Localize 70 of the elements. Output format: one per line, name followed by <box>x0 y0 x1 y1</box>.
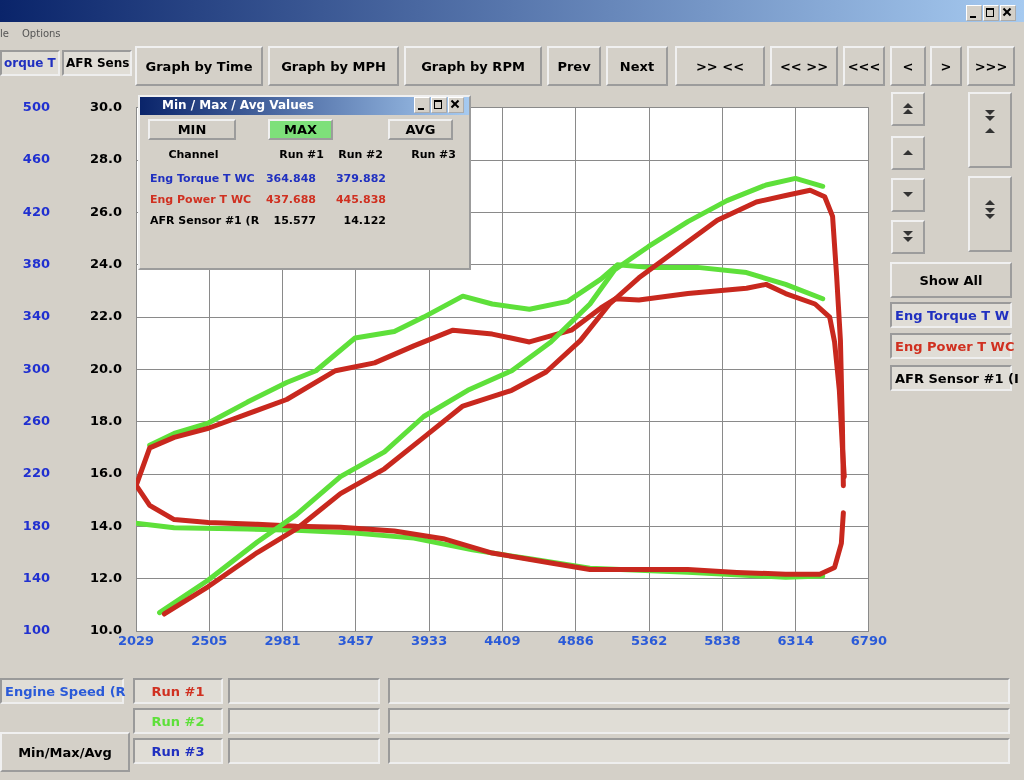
y-tick-label: 460 <box>22 151 50 167</box>
text: Run #3 <box>133 738 223 764</box>
annotation: 445.838 <box>334 191 387 207</box>
y2-tick-label: 30.0 <box>89 99 122 115</box>
y-axis-title: orque T <box>0 50 60 76</box>
text: Show All <box>890 262 1012 298</box>
text: Prev <box>547 46 601 86</box>
y-tick-label: 220 <box>22 465 50 481</box>
y-tick-label: 500 <box>22 99 50 115</box>
y2-tick-label: 18.0 <box>89 413 122 429</box>
text: Run #2 <box>133 708 223 734</box>
annotation: Run #1 <box>278 146 325 163</box>
x-tick-label: 6790 <box>850 633 887 649</box>
text: Eng Power T WC <box>890 333 1015 359</box>
text: Eng Torque T W <box>890 302 1012 328</box>
text: Next <box>606 46 668 86</box>
annotation: AFR Sensor #1 (R <box>149 212 261 228</box>
annotation: Min / Max / Avg Values <box>161 97 315 113</box>
annotation: Channel <box>167 146 220 163</box>
y-tick-label: 380 <box>22 256 50 272</box>
annotation: 379.882 <box>334 170 387 186</box>
x-tick-label: 5838 <box>704 633 741 649</box>
text: <<< <box>843 46 885 86</box>
annotation: Run #3 <box>410 146 457 163</box>
y-tick-label: 260 <box>22 413 50 429</box>
text: Min/Max/Avg <box>0 732 130 772</box>
y2-tick-label: 14.0 <box>89 517 122 533</box>
text: Options <box>22 26 62 40</box>
annotation: 14.122 <box>342 212 387 228</box>
annotation: Eng Torque T WC <box>150 171 255 185</box>
y2-tick-label: 26.0 <box>89 203 122 219</box>
y2-tick-label: 20.0 <box>89 360 122 376</box>
y2-tick-label: 22.0 <box>89 308 122 324</box>
x-tick-label: 5362 <box>630 633 668 649</box>
text: Graph by Time <box>135 46 263 86</box>
x-tick-label: 3457 <box>337 633 374 649</box>
text: >> << <box>675 46 765 86</box>
annotation: Eng Power T WC <box>150 192 252 206</box>
text: > <box>930 46 962 86</box>
text: << >> <box>770 46 838 86</box>
text: Run #1 <box>133 678 223 704</box>
x-tick-label: 4886 <box>557 633 594 649</box>
x-axis-title: Engine Speed (R <box>0 678 126 704</box>
x-tick-label: 4409 <box>484 633 521 649</box>
text: < <box>890 46 926 86</box>
y-tick-label: 140 <box>22 570 50 586</box>
y-tick-label: 340 <box>22 308 50 324</box>
x-tick-label: 6314 <box>777 633 814 649</box>
y2-tick-label: 24.0 <box>89 256 122 272</box>
y-tick-label: 100 <box>22 622 50 638</box>
annotation: Run #2 <box>337 146 384 163</box>
annotation: 364.848 <box>265 171 316 185</box>
y-tick-label: 180 <box>22 517 50 533</box>
y2-tick-label: 16.0 <box>89 465 122 481</box>
text: Graph by MPH <box>268 46 399 86</box>
y2-tick-label: 28.0 <box>89 151 122 167</box>
x-tick-label: 2029 <box>117 633 155 649</box>
x-tick-label: 2981 <box>264 633 301 649</box>
text: le <box>0 26 10 40</box>
x-tick-label: 2505 <box>191 633 228 649</box>
annotation: 15.577 <box>273 213 316 227</box>
text: Graph by RPM <box>404 46 542 86</box>
annotation: 437.688 <box>265 192 316 206</box>
text: >>> <box>967 46 1015 86</box>
y2-axis-title: AFR Sens <box>62 50 132 76</box>
y-tick-label: 300 <box>22 360 50 376</box>
y-tick-label: 420 <box>22 203 50 219</box>
x-tick-label: 3933 <box>411 633 448 649</box>
text: AFR Sensor #1 (I <box>894 369 1019 388</box>
y2-tick-label: 12.0 <box>89 570 122 586</box>
